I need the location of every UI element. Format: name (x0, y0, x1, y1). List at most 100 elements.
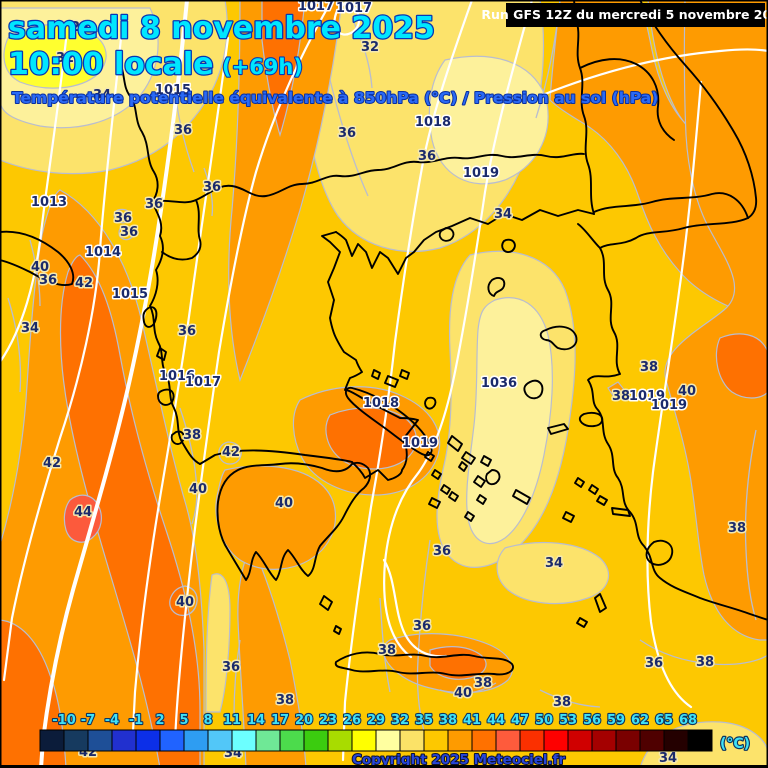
coast-italy-heel (0, 230, 75, 286)
isobar-1013 (0, 38, 68, 364)
pressure-label: 1017 (185, 375, 221, 390)
run-info-background (506, 3, 765, 27)
theta-e-label: 38 (378, 643, 396, 658)
island-rhodes (645, 539, 674, 566)
pressure-label: 1017 (336, 1, 372, 16)
colorbar-tick-label: 29 (367, 713, 385, 728)
colorbar-cell (375, 729, 401, 752)
theta-e-label: 44 (74, 505, 92, 520)
island-mykonos (480, 455, 492, 467)
theta-e-label: 42 (43, 456, 61, 471)
coast-marmara-north (593, 192, 749, 219)
colorbar-cell (327, 729, 353, 752)
colorbar-tick-label: -4 (105, 713, 119, 728)
colorbar-cell (567, 729, 593, 752)
map-subtitle: Température potentielle équivalente à 85… (12, 89, 658, 107)
island-syros (458, 461, 468, 472)
island-naxos (485, 469, 501, 486)
run-info-text: Run GFS 12Z du mercredi 5 novembre 2025 (481, 7, 768, 22)
island-kythira (319, 595, 333, 611)
theta-e-label: 36 (413, 619, 431, 634)
colorbar-tick-label: -7 (81, 713, 95, 728)
theta-e-label: 36 (145, 197, 163, 212)
island-patmos (574, 477, 585, 488)
theta-e-label: 40 (189, 482, 207, 497)
zone-orange-central-band (228, 0, 343, 382)
island-crete (334, 651, 514, 677)
colorbar-tick-label: 62 (631, 713, 649, 728)
border-albania-greece (161, 199, 202, 261)
zone-pale-south-aegean (496, 541, 610, 605)
island-zakynthos (170, 430, 185, 445)
colorbar-cell (39, 729, 65, 752)
theta-e-label: 40 (678, 384, 696, 399)
island-serifos (440, 484, 451, 495)
border-greece-turkey (573, 0, 595, 215)
coast-turkey-aegean (587, 247, 768, 621)
colorbar-tick-label: 17 (271, 713, 289, 728)
island-evia (344, 386, 433, 457)
pressure-label: 1036 (481, 376, 517, 391)
theta-e-label: 34 (545, 556, 563, 571)
theta-e-label: 34 (93, 88, 111, 103)
colorbar-tick-label: 65 (655, 713, 673, 728)
colorbar-tick-label: -10 (52, 713, 76, 728)
coast-adriatic-ionian (117, 59, 201, 465)
theta-e-label: 36 (645, 656, 663, 671)
island-sifnos (448, 491, 459, 502)
colorbar-cell (663, 729, 689, 752)
island-amorgos (512, 489, 531, 505)
colorbar-cell (159, 729, 185, 752)
theta-e-label: 28 (71, 20, 89, 35)
island-astypalea (562, 511, 575, 523)
theta-e-label: 40 (176, 595, 194, 610)
pressure-label: 1015 (155, 83, 191, 98)
pressure-label: 1019 (463, 166, 499, 181)
colorbar-tick-label: 5 (179, 713, 188, 728)
colorbar-tick-label: 56 (583, 713, 601, 728)
theta-e-label: 34 (21, 321, 39, 336)
isobar-1015 (39, 0, 189, 768)
colorbar-cell (615, 729, 641, 752)
pressure-label: 1018 (415, 115, 451, 130)
colorbar-tick-label: 23 (319, 713, 337, 728)
theta-e-label: 34 (494, 207, 512, 222)
island-paros (473, 475, 486, 488)
border-bulgaria-turkey (579, 58, 675, 141)
zone-orange-south-peloponnese (215, 465, 336, 570)
pressure-label: 1019 (651, 398, 687, 413)
island-chios (523, 379, 544, 400)
colorbar-cell (207, 729, 233, 752)
isobar-1017 (173, 0, 334, 744)
island-samothrace (501, 238, 516, 253)
island-leros (588, 484, 599, 495)
theta-e-label: 42 (75, 276, 93, 291)
island-milos (428, 497, 441, 509)
colorbar-tick-label: 59 (607, 713, 625, 728)
island-limnos (487, 277, 506, 297)
colorbar-cell (591, 729, 617, 752)
island-kasos (576, 617, 588, 628)
theta-e-label: 36 (178, 324, 196, 339)
coast-black-sea (639, 0, 758, 219)
zone-deep-central-core (261, 0, 306, 138)
theta-e-label: 38 (640, 360, 658, 375)
theta-e-label: 32 (56, 51, 74, 66)
colorbar-tick-label: 26 (343, 713, 361, 728)
zone-orange-diamond-cyclades (607, 381, 627, 401)
theta-e-label: 36 (39, 273, 57, 288)
colorbar-tick-label: 41 (463, 713, 481, 728)
time-title: 10:00 locale (8, 47, 214, 82)
island-andros (447, 435, 463, 452)
colorbar-cell (255, 729, 281, 752)
zone-orange-bottom-band (237, 543, 307, 768)
theta-e-label: 36 (222, 660, 240, 675)
island-karpathos (594, 593, 607, 613)
colorbar-cell (447, 729, 473, 752)
border-north-greece (151, 152, 585, 204)
theta-e-label: 40 (31, 260, 49, 275)
colorbar-tick-label: 68 (679, 713, 697, 728)
colorbar-tick-label: 8 (203, 713, 212, 728)
theta-e-label: 38 (612, 389, 630, 404)
